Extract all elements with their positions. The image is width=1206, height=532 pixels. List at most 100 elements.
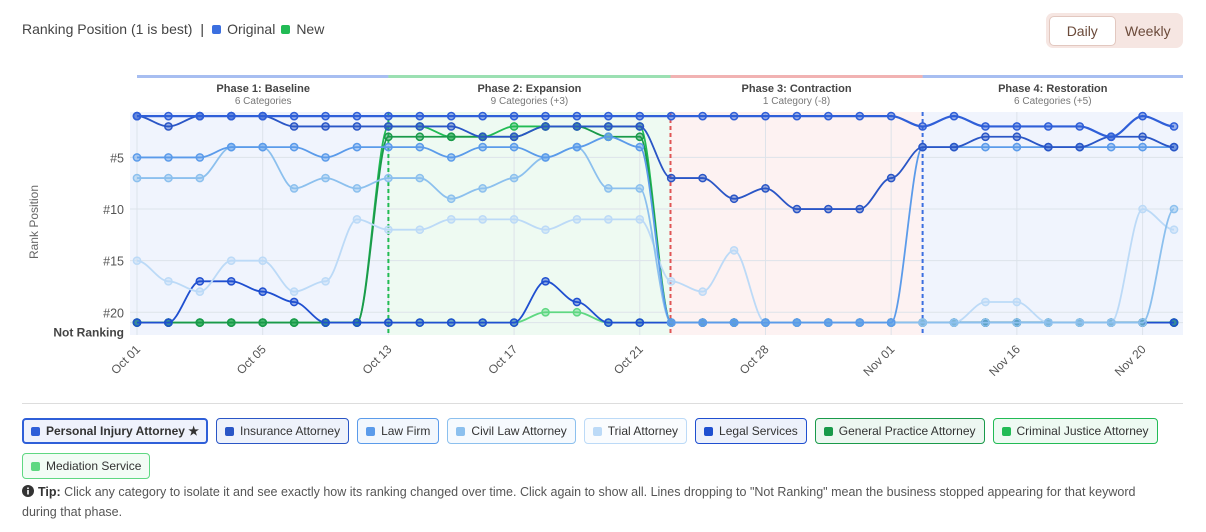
series-point: [541, 307, 550, 317]
series-point: [226, 111, 236, 121]
y-tick-label: #15: [103, 255, 124, 269]
series-point: [289, 142, 299, 152]
series-point: [604, 318, 613, 327]
legend-swatch: [366, 426, 376, 436]
legend-swatch: [823, 426, 833, 436]
series-point: [352, 122, 362, 131]
series-point: [541, 111, 550, 121]
x-tick-label: Oct 17: [485, 342, 520, 377]
x-tick-label: Nov 16: [986, 342, 1023, 379]
legend-label: General Practice Attorney: [838, 424, 976, 438]
series-point: [572, 122, 582, 131]
legend-item[interactable]: Legal Services: [695, 418, 807, 444]
series-point: [792, 111, 802, 121]
series-point: [855, 111, 865, 121]
series-point: [981, 297, 990, 307]
series-point: [698, 287, 707, 296]
series-point: [572, 307, 582, 317]
legend-item[interactable]: Personal Injury Attorney ★: [22, 418, 209, 444]
legend-item[interactable]: Law Firm: [357, 418, 440, 444]
series-point: [509, 318, 519, 327]
series-point: [635, 184, 645, 193]
series-point: [478, 111, 488, 121]
series-point: [478, 184, 488, 193]
series-point: [258, 142, 268, 152]
series-point: [572, 111, 582, 121]
toggle-option[interactable]: Daily: [1049, 15, 1116, 46]
series-point: [446, 111, 456, 121]
series-point: [666, 111, 676, 121]
series-point: [195, 318, 205, 327]
series-point: [886, 173, 896, 183]
phase-background: [670, 112, 923, 335]
legend-item[interactable]: Civil Law Attorney: [447, 418, 576, 444]
phase-title: Phase 4: Restoration: [998, 83, 1108, 95]
legend-item[interactable]: Insurance Attorney: [216, 418, 350, 444]
toggle-option[interactable]: Weekly: [1124, 22, 1171, 39]
series-point: [478, 318, 488, 327]
series-point: [509, 122, 519, 131]
series-point: [415, 111, 425, 121]
series-point: [352, 142, 362, 152]
legend-label: Legal Services: [719, 424, 798, 438]
legend-item[interactable]: Trial Attorney: [583, 418, 688, 444]
series-point: [164, 173, 173, 183]
series-point: [729, 318, 739, 327]
series-point: [509, 215, 519, 224]
series-point: [635, 318, 645, 327]
phase-bar: [922, 75, 1183, 78]
series-point: [541, 153, 550, 162]
legend-swatch: [31, 426, 40, 436]
series-point: [604, 122, 613, 131]
series-point: [289, 184, 299, 193]
series-point: [635, 122, 645, 131]
y-tick-label: #10: [103, 203, 124, 217]
y-tick-label: #5: [110, 151, 124, 165]
series-point: [541, 225, 550, 235]
legend-swatch: [225, 426, 235, 436]
series-point: [164, 318, 173, 327]
series-point: [1138, 204, 1147, 214]
series-point: [729, 111, 739, 121]
series-point: [1012, 132, 1022, 142]
phase-title: Phase 3: Contraction: [742, 83, 852, 95]
legend-item[interactable]: General Practice Attorney: [814, 418, 985, 444]
series-point: [352, 184, 362, 193]
series-point: [1012, 122, 1022, 131]
legend-swatch: [456, 426, 466, 436]
series-point: [415, 318, 425, 327]
legend-label: New: [296, 21, 325, 37]
series-point: [981, 318, 990, 327]
series-point: [195, 153, 205, 162]
y-tick-label: #20: [103, 306, 124, 320]
series-point: [132, 256, 142, 266]
series-point: [384, 173, 393, 183]
series-point: [352, 111, 362, 121]
series-point: [384, 318, 393, 327]
phase-title: Phase 1: Baseline: [216, 83, 310, 95]
series-point: [572, 215, 582, 224]
x-tick-label: Nov 20: [1112, 342, 1149, 379]
legend-label: Personal Injury Attorney ★: [46, 424, 200, 438]
series-point: [1043, 318, 1053, 327]
series-point: [415, 173, 425, 183]
series-point: [1169, 225, 1179, 235]
legend-item[interactable]: Mediation Service: [22, 453, 151, 479]
legend-swatch: [31, 461, 40, 471]
legend-item[interactable]: Criminal Justice Attorney: [992, 418, 1158, 444]
series-point: [729, 245, 739, 255]
series-point: [1138, 132, 1147, 142]
series-point: [1169, 142, 1179, 152]
x-tick-label: Oct 13: [360, 342, 395, 377]
series-point: [635, 111, 645, 121]
series-line: [136, 208, 1175, 324]
series-point: [918, 318, 927, 327]
series-point: [321, 173, 330, 183]
series-point: [164, 122, 173, 131]
series-point: [541, 276, 550, 286]
series-point: [1012, 142, 1022, 152]
series-point: [855, 204, 865, 214]
series-point: [792, 318, 802, 327]
series-point: [541, 122, 550, 131]
